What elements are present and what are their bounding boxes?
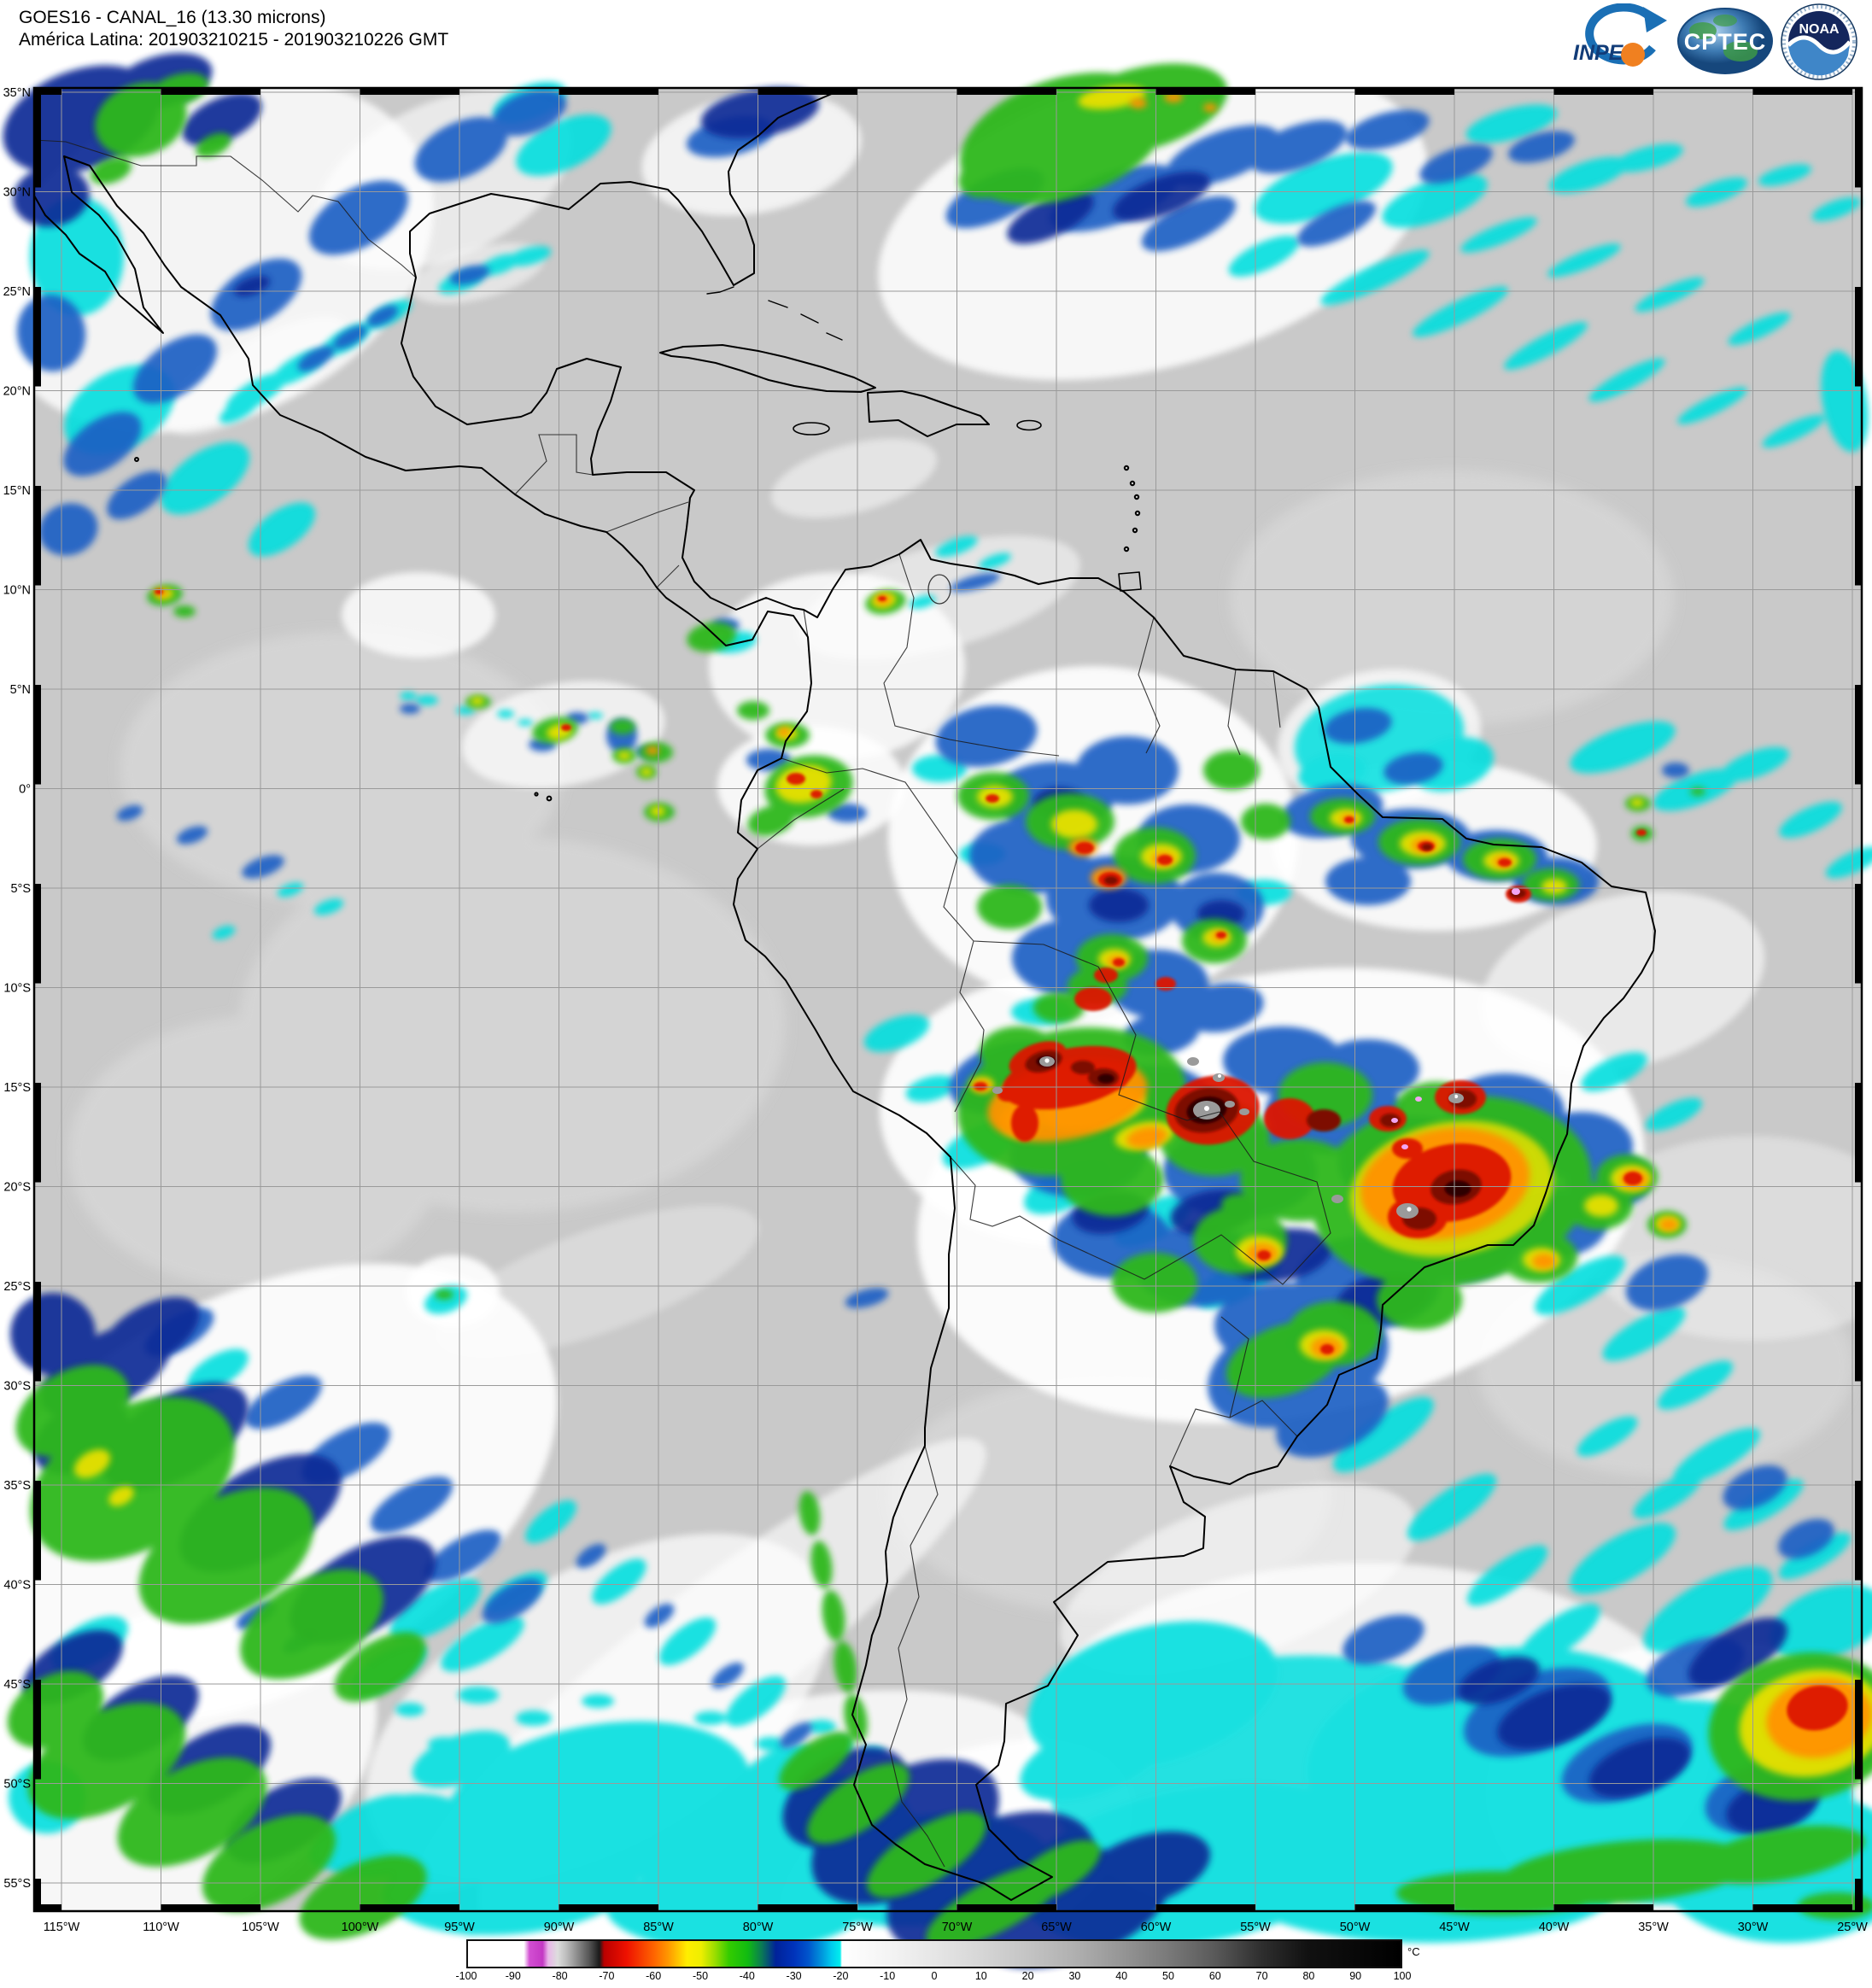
lat-label: 30°N	[3, 186, 31, 200]
colorbar-ticks: -100 -90 -80 -70 -60 -50 -40 -30 -20 -10…	[455, 1970, 1411, 1985]
lat-label: 5°S	[10, 882, 31, 896]
colorbar-tick: 30	[1068, 1970, 1081, 1982]
header: GOES16 - CANAL_16 (13.30 microns) Améric…	[19, 7, 448, 51]
colorbar-tick: 50	[1162, 1970, 1174, 1982]
colorbar-tick: 80	[1302, 1970, 1315, 1982]
colorbar-tick: -100	[455, 1970, 477, 1982]
lat-label: 45°S	[3, 1678, 31, 1692]
lon-label: 45°W	[1439, 1921, 1470, 1934]
lon-label: 25°W	[1837, 1921, 1868, 1934]
lon-label: 80°W	[743, 1921, 774, 1934]
lat-label: 25°N	[3, 285, 31, 299]
lon-label: 55°W	[1240, 1921, 1271, 1934]
cptec-label: CPTEC	[1684, 29, 1767, 55]
lon-label: 40°W	[1539, 1921, 1570, 1934]
cptec-logo-icon: CPTEC	[1677, 8, 1773, 74]
inpe-label: INPE	[1573, 41, 1624, 65]
lat-label: 55°S	[3, 1877, 31, 1891]
colorbar-tick: -20	[833, 1970, 849, 1982]
colorbar-unit: °C	[1407, 1945, 1420, 1958]
colorbar-tick: -50	[692, 1970, 709, 1982]
lon-label: 105°W	[242, 1921, 279, 1934]
colorbar-tick: 100	[1393, 1970, 1412, 1982]
lat-label: 15°S	[3, 1081, 31, 1095]
lon-label: 115°W	[44, 1921, 80, 1934]
lat-axis-labels: 35°N 30°N 25°N 20°N 15°N 10°N 5°N 0° 5°S…	[3, 86, 31, 1891]
country-borders	[33, 139, 1331, 1868]
lon-label: 50°W	[1340, 1921, 1371, 1934]
lon-label: 110°W	[143, 1921, 179, 1934]
lat-label: 0°	[19, 783, 31, 797]
lon-label: 100°W	[342, 1921, 379, 1934]
colorbar-tick: 40	[1115, 1970, 1128, 1982]
lat-label: 50°S	[3, 1778, 31, 1792]
lat-label: 15°N	[3, 484, 31, 498]
lat-label: 25°S	[3, 1280, 31, 1294]
lon-label: 60°W	[1141, 1921, 1172, 1934]
lat-label: 10°S	[3, 982, 31, 996]
seagull-icon	[1787, 35, 1852, 55]
lon-label: 90°W	[544, 1921, 575, 1934]
lon-label: 65°W	[1041, 1921, 1072, 1934]
colorbar-tick: -90	[505, 1970, 521, 1982]
lon-label: 75°W	[842, 1921, 873, 1934]
colorbar-tick: -70	[599, 1970, 615, 1982]
colorbar-tick: 0	[931, 1970, 938, 1982]
lon-label: 35°W	[1638, 1921, 1669, 1934]
lon-label: 85°W	[643, 1921, 674, 1934]
lat-label: 10°N	[3, 584, 31, 598]
colorbar-tick: -10	[880, 1970, 896, 1982]
lat-label: 35°S	[3, 1479, 31, 1493]
lon-label: 70°W	[942, 1921, 973, 1934]
lon-label: 30°W	[1738, 1921, 1769, 1934]
inpe-logo-icon: INPE	[1573, 3, 1667, 67]
colorbar-tick: 90	[1349, 1970, 1362, 1982]
lon-label: 95°W	[444, 1921, 475, 1934]
colorbar-tick: -30	[786, 1970, 802, 1982]
lat-label: 35°N	[3, 86, 31, 100]
colorbar-tick: -40	[739, 1970, 755, 1982]
cloud-layer-cores	[992, 888, 1520, 1219]
map-frame	[32, 86, 1863, 1913]
colorbar-tick: 70	[1255, 1970, 1268, 1982]
lat-label: 5°N	[10, 683, 31, 697]
lat-label: 40°S	[3, 1579, 31, 1593]
coastlines	[33, 87, 1656, 1901]
colorbar	[466, 1939, 1402, 1968]
noaa-label: NOAA	[1799, 22, 1840, 37]
colorbar-tick: -80	[552, 1970, 568, 1982]
lat-label: 20°N	[3, 385, 31, 399]
noaa-logo-icon: NOAA	[1781, 3, 1857, 80]
lon-axis-labels: 115°W 110°W 105°W 100°W 95°W 90°W 85°W 8…	[44, 1921, 1868, 1934]
colorbar-tick: -60	[646, 1970, 662, 1982]
lat-label: 20°S	[3, 1181, 31, 1195]
page-title: GOES16 - CANAL_16 (13.30 microns)	[19, 8, 326, 27]
colorbar-tick: 10	[974, 1970, 987, 1982]
colorbar-tick: 20	[1021, 1970, 1034, 1982]
lat-label: 30°S	[3, 1380, 31, 1394]
page-subtitle: América Latina: 201903210215 - 201903210…	[19, 30, 449, 50]
colorbar-tick: 60	[1208, 1970, 1221, 1982]
